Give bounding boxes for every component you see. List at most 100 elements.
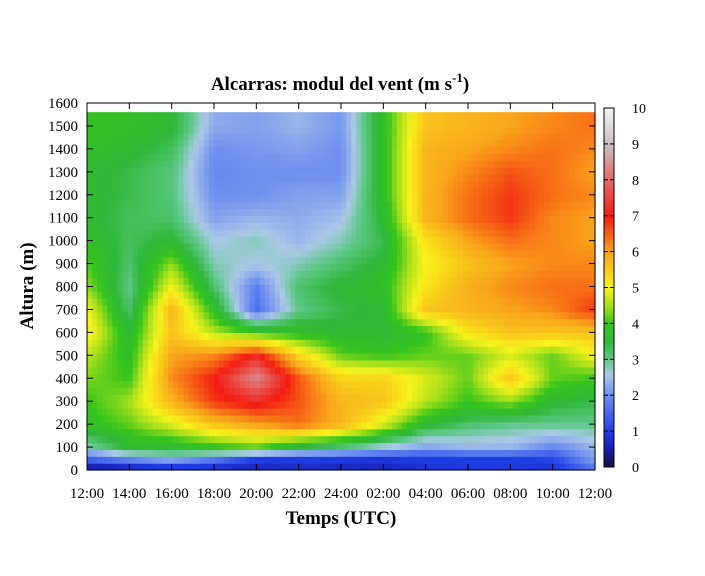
heatmap-cell [163,222,169,230]
heatmap-cell [518,229,525,237]
heatmap-cell [274,449,281,457]
heatmap-cell [87,304,93,313]
heatmap-cell [508,201,515,210]
heatmap-cell [483,449,489,457]
heatmap-cell [437,332,444,340]
heatmap-cell [351,318,357,327]
heatmap-cell [462,201,469,210]
heatmap-cell [351,208,357,216]
heatmap-cell [513,456,520,464]
heatmap-cell [386,387,393,395]
heatmap-cell [432,297,439,306]
heatmap-cell [208,339,215,347]
heatmap-cell [437,421,444,430]
heatmap-cell [264,304,271,313]
heatmap-cell [432,366,439,375]
heatmap-cell [589,284,596,292]
heatmap-cell [523,297,530,306]
heatmap-cell [112,408,119,416]
heatmap-cell [417,435,423,444]
heatmap-cell [386,359,393,368]
heatmap-cell [539,229,545,237]
heatmap-cell [274,153,281,161]
heatmap-cell [412,132,418,141]
heatmap-cell [107,153,113,161]
heatmap-cell [183,332,190,340]
heatmap-cell [295,249,301,258]
heatmap-cell [183,359,190,368]
heatmap-cell [473,229,479,237]
heatmap-cell [122,311,129,320]
heatmap-cell [503,229,510,237]
heatmap-cell [208,359,215,368]
heatmap-cell [483,435,489,444]
heatmap-cell [219,366,225,375]
heatmap-cell [376,442,383,450]
heatmap-cell [376,421,383,430]
heatmap-cell [203,346,210,354]
heatmap-cell [549,394,555,402]
heatmap-cell [508,187,515,196]
heatmap-cell [269,125,276,134]
heatmap-cell [391,236,398,244]
heatmap-cell [493,270,500,278]
heatmap-cell [264,125,271,134]
heatmap-cell [579,167,586,175]
heatmap-cell [280,194,286,203]
heatmap-cell [107,401,113,409]
heatmap-cell [244,256,251,265]
heatmap-cell [254,270,261,278]
heatmap-cell [341,435,347,444]
heatmap-cell [579,339,586,347]
heatmap-cell [412,167,418,175]
heatmap-cell [219,284,225,292]
heatmap-cell [564,456,571,464]
heatmap-cell [488,160,494,168]
heatmap-cell [579,229,586,237]
heatmap-cell [396,353,403,361]
heatmap-cell [488,297,494,306]
heatmap-cell [224,222,230,230]
heatmap-cell [87,215,93,223]
heatmap-cell [315,222,322,230]
heatmap-cell [381,456,388,464]
heatmap-cell [508,414,515,423]
heatmap-cell [219,435,225,444]
heatmap-cell [371,442,378,450]
heatmap-cell [544,346,550,354]
heatmap-cell [549,215,555,223]
heatmap-cell [229,153,235,161]
heatmap-cell [457,463,464,471]
heatmap-cell [396,428,403,437]
heatmap-cell [239,242,246,251]
heatmap-cell [422,325,428,333]
heatmap-cell [132,160,139,168]
heatmap-cell [432,442,439,450]
heatmap-cell [407,187,413,196]
heatmap-cell [523,414,530,423]
heatmap-cell [234,380,240,389]
heatmap-cell [254,332,261,340]
heatmap-cell [452,421,459,430]
heatmap-cell [158,215,164,223]
heatmap-cell [290,229,296,237]
heatmap-cell [452,263,459,272]
heatmap-cell [295,325,301,333]
heatmap-cell [483,270,489,278]
heatmap-cell [224,215,230,223]
heatmap-cell [417,249,423,258]
heatmap-cell [254,174,261,182]
heatmap-cell [366,256,373,265]
heatmap-cell [305,318,312,327]
heatmap-cell [264,325,271,333]
heatmap-cell [407,263,413,272]
heatmap-cell [142,249,149,258]
heatmap-cell [468,256,474,265]
heatmap-cell [356,187,362,196]
heatmap-cell [412,256,418,265]
heatmap-cell [386,146,393,155]
heatmap-cell [427,339,434,347]
heatmap-cell [264,194,271,203]
heatmap-cell [117,297,124,306]
heatmap-cell [163,208,169,216]
